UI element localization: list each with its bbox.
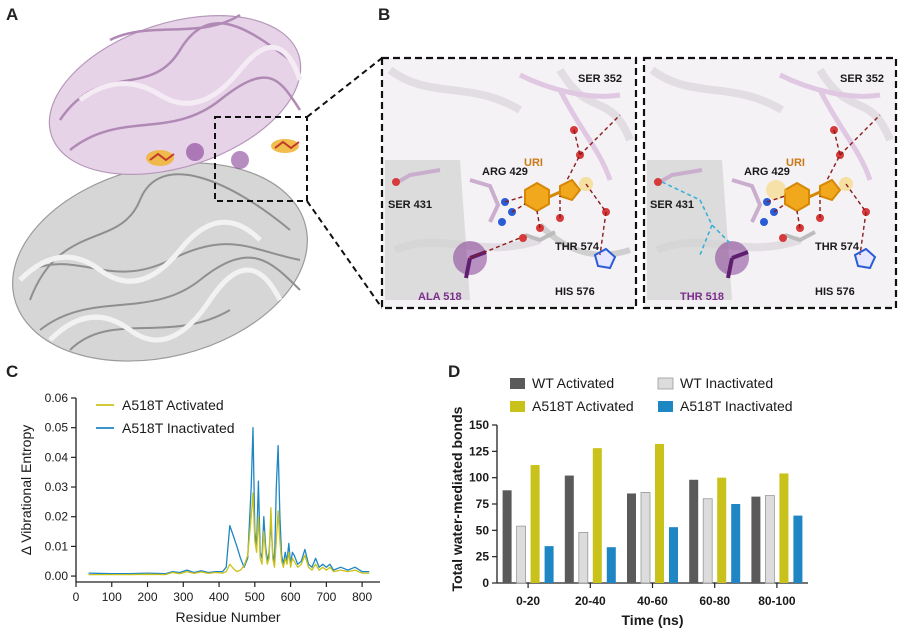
- bar: [655, 443, 664, 583]
- bar: [627, 493, 636, 583]
- y-tick-label: 100: [469, 471, 489, 485]
- x-axis-title: Residue Number: [175, 609, 280, 625]
- label-arg429-left: ARG 429: [482, 166, 528, 178]
- y-tick-label: 0: [482, 576, 489, 590]
- label-ser352-left: SER 352: [578, 73, 622, 85]
- y-axis-title: Total water-mediated bonds: [449, 406, 465, 591]
- label-his576-right: HIS 576: [815, 286, 855, 298]
- x-tick-label: 400: [209, 590, 229, 604]
- label-uri-right: URI: [786, 157, 805, 169]
- closeup-wildtype: [382, 58, 636, 308]
- panel-label-b: B: [378, 5, 390, 24]
- legend-swatch: [658, 401, 673, 412]
- label-thr518: THR 518: [680, 291, 724, 303]
- x-tick-label: 40-60: [637, 594, 668, 608]
- bar: [779, 473, 789, 583]
- zoom-line-top: [306, 57, 383, 118]
- label-ser431-right: SER 431: [650, 199, 694, 211]
- x-tick-label: 0: [73, 590, 80, 604]
- label-ser352-right: SER 352: [840, 73, 884, 85]
- panel-label-a: A: [6, 5, 18, 24]
- bar: [793, 515, 803, 583]
- x-tick-label: 700: [316, 590, 336, 604]
- x-tick-label: 20-40: [575, 594, 606, 608]
- bar: [530, 465, 540, 583]
- protein-structure-illustration: [12, 13, 308, 362]
- bar: [578, 532, 589, 584]
- label-ser431-left: SER 431: [388, 199, 432, 211]
- legend-swatch: [510, 378, 525, 389]
- bar: [544, 546, 554, 583]
- y-tick-label: 125: [469, 444, 489, 458]
- series-line-a518t-activated: [88, 492, 370, 576]
- x-tick-label: 60-80: [699, 594, 730, 608]
- series-line-a518t-inactivated: [88, 427, 370, 575]
- bar: [564, 475, 574, 583]
- x-axis-title: Time (ns): [622, 612, 684, 628]
- y-tick-label: 0.06: [45, 391, 69, 405]
- label-ala518: ALA 518: [418, 291, 462, 303]
- label-arg429-right: ARG 429: [744, 166, 790, 178]
- x-tick-label: 500: [245, 590, 265, 604]
- y-tick-label: 50: [476, 523, 490, 537]
- chart-water-bonds: 0 25 50 75 100 125 150 0-20 20-40 40-60 60-80 80-10…: [449, 375, 808, 628]
- zoom-box: [214, 116, 308, 202]
- label-uri-left: URI: [524, 157, 543, 169]
- y-tick-label: 0.01: [45, 539, 69, 553]
- bar: [689, 479, 699, 583]
- legend-label: A518T Activated: [122, 397, 224, 413]
- bar: [640, 492, 651, 584]
- y-tick-label: 0.04: [45, 450, 69, 464]
- legend-label: WT Activated: [532, 375, 614, 391]
- legend-label: A518T Inactivated: [122, 420, 235, 436]
- y-tick-label: 75: [476, 497, 490, 511]
- x-tick-label: 0-20: [516, 594, 540, 608]
- bar: [606, 547, 616, 583]
- y-tick-label: 25: [476, 550, 490, 564]
- bar: [731, 504, 741, 583]
- legend-label: A518T Activated: [532, 398, 634, 414]
- closeup-mutant-border: [642, 56, 898, 310]
- closeup-wildtype-border: [380, 56, 638, 310]
- bar: [669, 527, 678, 583]
- y-tick-label: 150: [469, 418, 489, 432]
- legend-swatch: [510, 401, 525, 412]
- label-his576-left: HIS 576: [555, 286, 595, 298]
- y-tick-label: 0.03: [45, 480, 69, 494]
- bar: [592, 448, 602, 583]
- legend-label: WT Inactivated: [680, 375, 773, 391]
- legend-label: A518T Inactivated: [680, 398, 793, 414]
- bar: [765, 495, 775, 584]
- y-tick-label: 0.00: [45, 569, 69, 583]
- x-tick-label: 300: [173, 590, 193, 604]
- closeup-mutant: [644, 58, 896, 308]
- y-axis-title: Δ Vibrational Entropy: [18, 425, 34, 556]
- label-thr574-left: THR 574: [555, 241, 600, 253]
- panel-label-c: C: [6, 362, 18, 381]
- y-tick-label: 0.02: [45, 510, 69, 524]
- x-tick-label: 800: [352, 590, 372, 604]
- x-tick-label: 80-100: [758, 594, 796, 608]
- chart-vibrational-entropy: 0.00 0.01 0.02 0.03 0.04 0.05 0.06 0 100 200 300 40…: [18, 391, 380, 625]
- bar: [717, 477, 727, 583]
- y-tick-label: 0.05: [45, 421, 69, 435]
- x-tick-label: 200: [138, 590, 158, 604]
- x-tick-label: 600: [281, 590, 301, 604]
- zoom-line-bottom: [306, 200, 383, 309]
- bar: [502, 490, 512, 583]
- bar: [516, 525, 526, 584]
- panel-label-d: D: [448, 362, 460, 381]
- label-thr574-right: THR 574: [815, 241, 860, 253]
- x-tick-label: 100: [102, 590, 122, 604]
- legend-swatch: [657, 377, 674, 390]
- bar: [751, 496, 761, 583]
- bar: [702, 498, 713, 584]
